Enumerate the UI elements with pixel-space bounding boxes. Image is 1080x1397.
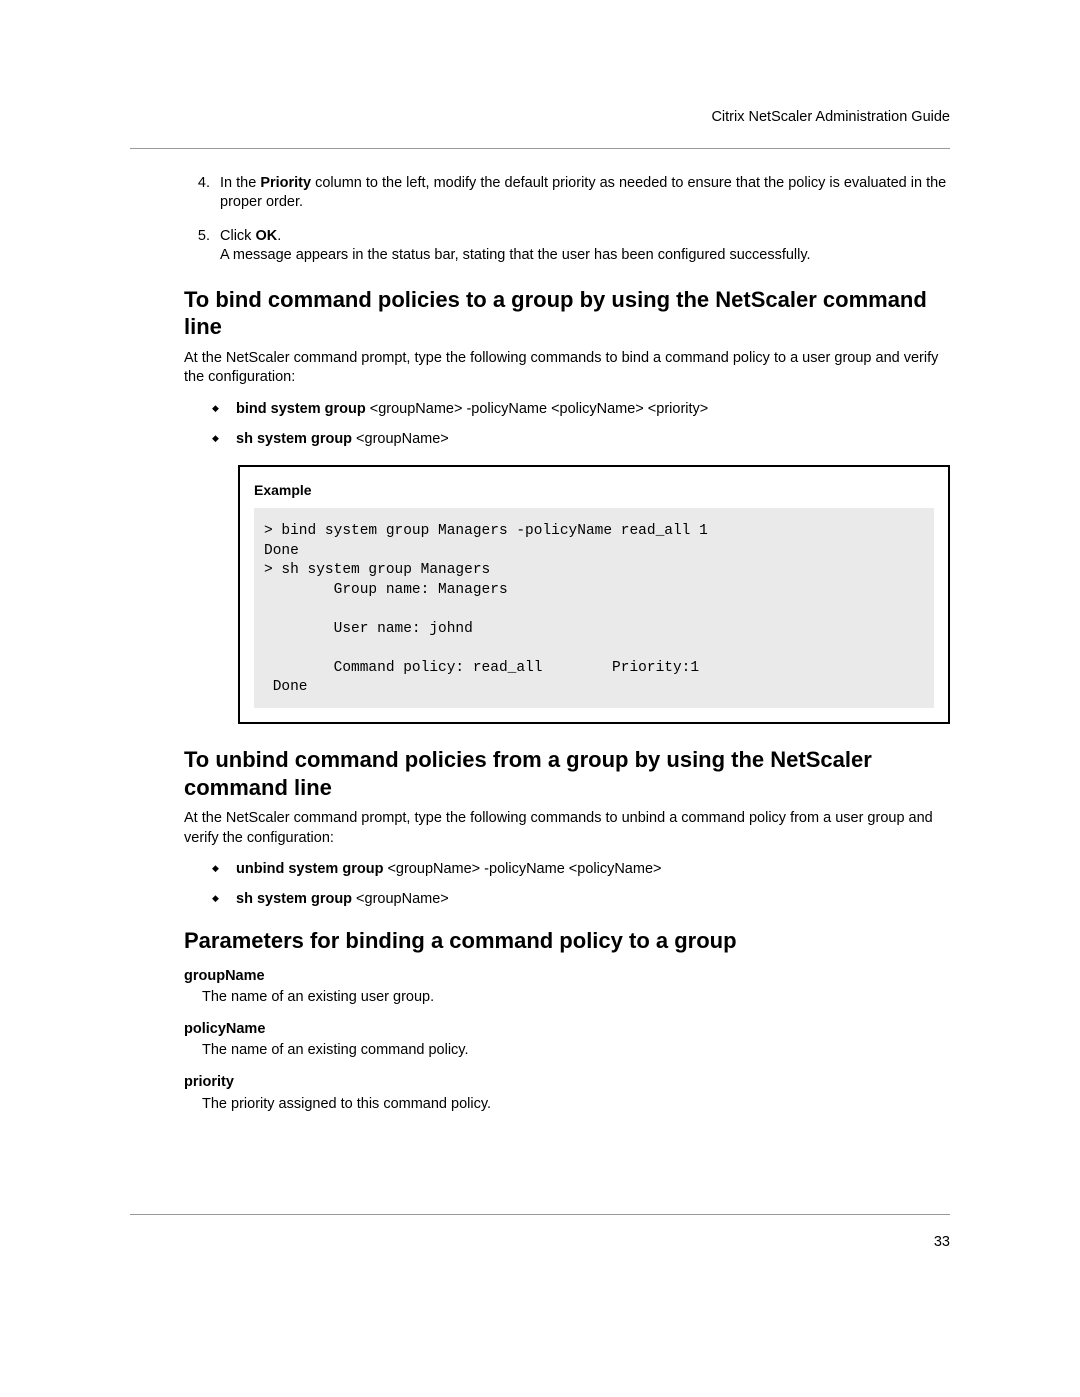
section2-bullet1-bold: unbind system group [236, 861, 383, 877]
section2-bullet-1: unbind system group <groupName> -policyN… [212, 860, 950, 880]
page-header: Citrix NetScaler Administration Guide [130, 0, 950, 149]
step5-bold: OK [255, 228, 277, 244]
example-title: Example [254, 481, 934, 500]
page-number: 33 [934, 1234, 950, 1250]
step5-suffix2: A message appears in the status bar, sta… [220, 247, 811, 263]
step4-bold: Priority [260, 175, 311, 191]
section1-bullets: bind system group <groupName> -policyNam… [212, 400, 950, 449]
section1-bullet2-bold: sh system group [236, 431, 352, 447]
section2-bullets: unbind system group <groupName> -policyN… [212, 860, 950, 909]
header-title: Citrix NetScaler Administration Guide [711, 109, 950, 125]
section3-heading: Parameters for binding a command policy … [184, 927, 950, 955]
param3-desc: The priority assigned to this command po… [202, 1095, 950, 1115]
step-4: In the Priority column to the left, modi… [214, 174, 950, 213]
section1-bullet1-bold: bind system group [236, 401, 366, 417]
example-box: Example > bind system group Managers -po… [238, 465, 950, 724]
section2-bullet1-rest: <groupName> -policyName <policyName> [383, 861, 661, 877]
step5-prefix: Click [220, 228, 255, 244]
section2-intro: At the NetScaler command prompt, type th… [184, 809, 950, 848]
section1-intro: At the NetScaler command prompt, type th… [184, 349, 950, 388]
section1-heading: To bind command policies to a group by u… [184, 286, 950, 341]
section2-bullet2-rest: <groupName> [352, 891, 449, 907]
section2-bullet2-bold: sh system group [236, 891, 352, 907]
example-code: > bind system group Managers -policyName… [254, 508, 934, 708]
section1-bullet1-rest: <groupName> -policyName <policyName> <pr… [366, 401, 709, 417]
section2-heading: To unbind command policies from a group … [184, 746, 950, 801]
section1-bullet-2: sh system group <groupName> [212, 430, 950, 450]
param1-term: groupName [184, 967, 950, 987]
page-footer: 33 [130, 1214, 950, 1253]
section2-bullet-2: sh system group <groupName> [212, 890, 950, 910]
param2-term: policyName [184, 1020, 950, 1040]
section1-bullet-1: bind system group <groupName> -policyNam… [212, 400, 950, 420]
step4-suffix: column to the left, modify the default p… [220, 175, 946, 211]
step5-suffix1: . [277, 228, 281, 244]
step-5: Click OK. A message appears in the statu… [214, 227, 950, 266]
numbered-steps: In the Priority column to the left, modi… [184, 174, 950, 266]
param2-desc: The name of an existing command policy. [202, 1041, 950, 1061]
step4-prefix: In the [220, 175, 260, 191]
param3-term: priority [184, 1073, 950, 1093]
param1-desc: The name of an existing user group. [202, 988, 950, 1008]
content-area: In the Priority column to the left, modi… [130, 174, 950, 1115]
section1-bullet2-rest: <groupName> [352, 431, 449, 447]
